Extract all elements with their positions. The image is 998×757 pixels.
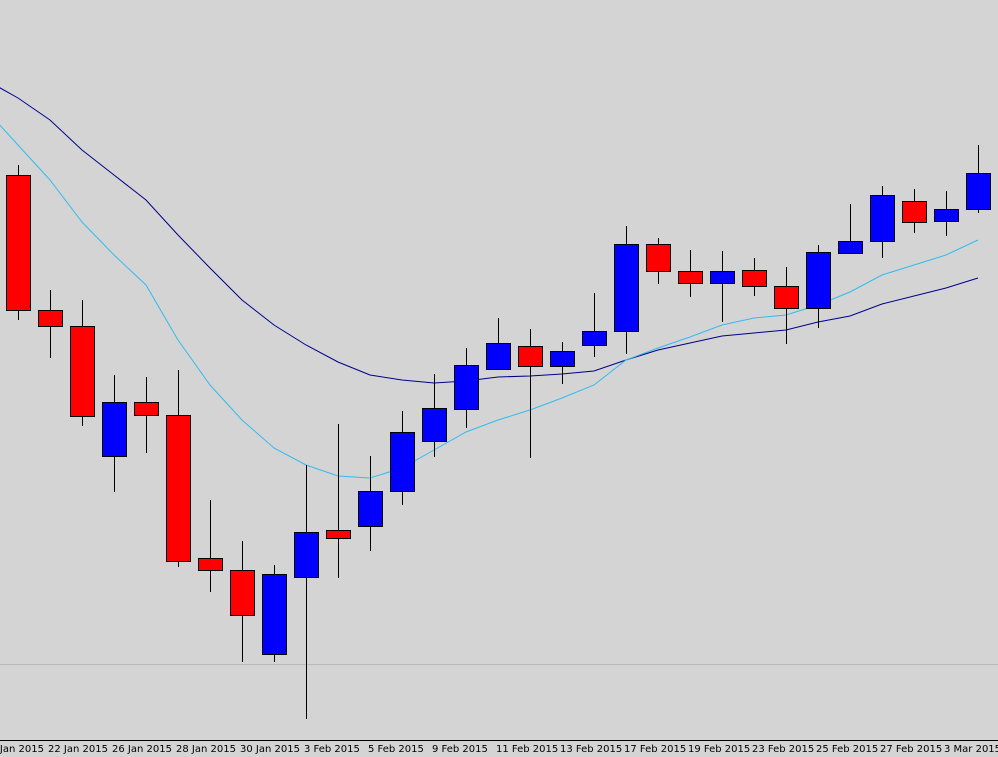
candle-body <box>710 271 735 284</box>
candle-body <box>358 491 383 527</box>
x-tick-label: 3 Feb 2015 <box>304 744 360 755</box>
candle-body <box>134 402 159 416</box>
candle-body <box>38 310 63 327</box>
candle-body <box>454 365 479 410</box>
candle-body <box>742 270 767 287</box>
candle-body <box>486 343 511 370</box>
x-tick-label: 25 Feb 2015 <box>816 744 878 755</box>
x-tick-label: 5 Feb 2015 <box>368 744 424 755</box>
moving-average <box>0 87 979 384</box>
candle-body <box>550 351 575 367</box>
candle-body <box>326 530 351 539</box>
candle-body <box>422 408 447 442</box>
candle-body <box>6 175 31 311</box>
x-tick-label: 11 Feb 2015 <box>496 744 558 755</box>
candle-body <box>870 195 895 242</box>
candle-body <box>198 558 223 571</box>
candle-body <box>646 244 671 272</box>
candle-body <box>774 286 799 309</box>
x-tick-label: 28 Jan 2015 <box>176 744 236 755</box>
candle-body <box>230 570 255 616</box>
candle-body <box>70 326 95 417</box>
candle-body <box>518 346 543 367</box>
x-tick-label: 30 Jan 2015 <box>240 744 300 755</box>
x-tick-label: 9 Feb 2015 <box>432 744 488 755</box>
x-tick-label: 13 Feb 2015 <box>560 744 622 755</box>
x-tick-label: 19 Feb 2015 <box>688 744 750 755</box>
candle-body <box>614 244 639 332</box>
x-tick-label: 3 Mar 2015 <box>944 744 998 755</box>
candle-body <box>838 241 863 254</box>
candle-body <box>806 252 831 309</box>
candle-body <box>678 271 703 284</box>
x-tick-label: 23 Feb 2015 <box>752 744 814 755</box>
x-tick-label: 22 Jan 2015 <box>48 744 108 755</box>
x-tick-label: 27 Feb 2015 <box>880 744 942 755</box>
candle-body <box>966 173 991 210</box>
candle-body <box>102 402 127 457</box>
candle-body <box>582 331 607 346</box>
candle-body <box>390 432 415 492</box>
candle-body <box>294 532 319 578</box>
candle-body <box>166 415 191 562</box>
candle-body <box>902 201 927 223</box>
x-tick-label: 17 Feb 2015 <box>624 744 686 755</box>
x-tick-label: 26 Jan 2015 <box>112 744 172 755</box>
x-tick-label: 20 Jan 2015 <box>0 744 44 755</box>
candle-body <box>934 209 959 222</box>
candle-body <box>262 574 287 655</box>
